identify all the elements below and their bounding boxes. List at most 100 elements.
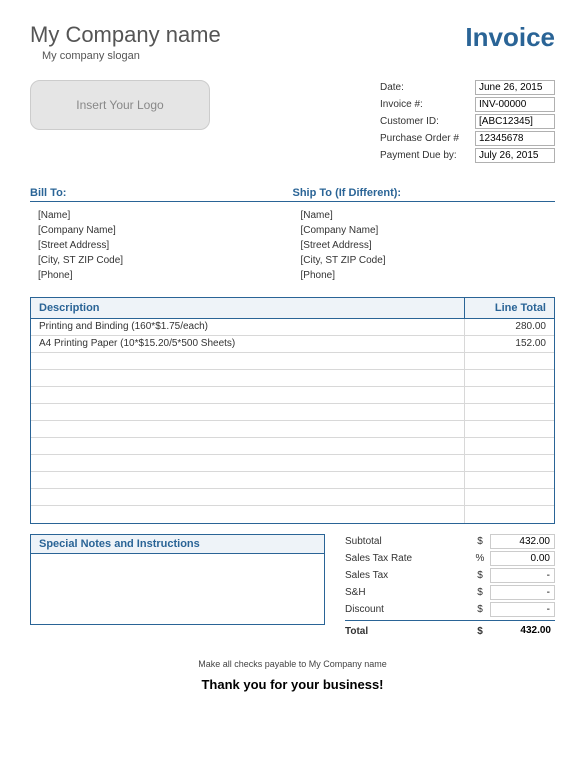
line-item-desc[interactable] bbox=[31, 421, 464, 437]
line-item-desc[interactable]: A4 Printing Paper (10*$15.20/5*500 Sheet… bbox=[31, 336, 464, 352]
line-item-row[interactable] bbox=[31, 387, 554, 404]
line-item-total bbox=[464, 387, 554, 403]
taxrate-value[interactable]: 0.00 bbox=[490, 551, 555, 566]
company-block: My Company name My company slogan bbox=[30, 22, 221, 62]
footer-payable: Make all checks payable to My Company na… bbox=[30, 659, 555, 669]
ship-to-city[interactable]: [City, ST ZIP Code] bbox=[293, 253, 556, 268]
total-symbol: $ bbox=[470, 626, 490, 637]
bill-to-block: Bill To: [Name] [Company Name] [Street A… bbox=[30, 187, 293, 283]
line-item-total bbox=[464, 421, 554, 437]
footer-thanks: Thank you for your business! bbox=[30, 677, 555, 692]
line-item-total bbox=[464, 489, 554, 505]
bill-to-name[interactable]: [Name] bbox=[30, 208, 293, 223]
line-item-total bbox=[464, 438, 554, 454]
line-item-desc[interactable] bbox=[31, 472, 464, 488]
logo-placeholder-text: Insert Your Logo bbox=[76, 98, 163, 112]
line-item-desc[interactable] bbox=[31, 438, 464, 454]
line-item-row[interactable] bbox=[31, 438, 554, 455]
meta-due-value[interactable]: July 26, 2015 bbox=[475, 148, 555, 163]
line-item-total bbox=[464, 353, 554, 369]
line-item-total bbox=[464, 455, 554, 471]
discount-label: Discount bbox=[345, 604, 470, 615]
line-item-desc[interactable] bbox=[31, 353, 464, 369]
sh-value[interactable]: - bbox=[490, 585, 555, 600]
meta-invoice-num-value[interactable]: INV-00000 bbox=[475, 97, 555, 112]
line-item-total: 152.00 bbox=[464, 336, 554, 352]
line-item-row[interactable] bbox=[31, 404, 554, 421]
bill-to-header: Bill To: bbox=[30, 187, 293, 202]
ship-to-header: Ship To (If Different): bbox=[293, 187, 556, 202]
tax-label: Sales Tax bbox=[345, 570, 470, 581]
line-item-row[interactable] bbox=[31, 455, 554, 472]
notes-body[interactable] bbox=[30, 553, 325, 625]
total-label: Total bbox=[345, 626, 470, 637]
company-name: My Company name bbox=[30, 22, 221, 48]
line-item-desc[interactable] bbox=[31, 506, 464, 523]
subtotal-value: 432.00 bbox=[490, 534, 555, 549]
ship-to-block: Ship To (If Different): [Name] [Company … bbox=[293, 187, 556, 283]
bottom-row: Special Notes and Instructions Subtotal … bbox=[30, 534, 555, 641]
logo-meta-row: Insert Your Logo Date: June 26, 2015 Inv… bbox=[30, 80, 555, 165]
line-item-total bbox=[464, 472, 554, 488]
line-item-desc[interactable] bbox=[31, 370, 464, 386]
line-items-body: Printing and Binding (160*$1.75/each)280… bbox=[31, 319, 554, 523]
meta-date-value[interactable]: June 26, 2015 bbox=[475, 80, 555, 95]
line-item-total bbox=[464, 506, 554, 523]
line-item-row[interactable] bbox=[31, 370, 554, 387]
notes-header: Special Notes and Instructions bbox=[30, 534, 325, 553]
meta-due-label: Payment Due by: bbox=[380, 150, 475, 161]
meta-date-label: Date: bbox=[380, 82, 475, 93]
bill-to-company[interactable]: [Company Name] bbox=[30, 223, 293, 238]
col-header-description: Description bbox=[31, 298, 464, 318]
ship-to-company[interactable]: [Company Name] bbox=[293, 223, 556, 238]
tax-symbol: $ bbox=[470, 570, 490, 581]
bill-to-city[interactable]: [City, ST ZIP Code] bbox=[30, 253, 293, 268]
meta-po-label: Purchase Order # bbox=[380, 133, 475, 144]
line-item-total: 280.00 bbox=[464, 319, 554, 335]
bill-to-phone[interactable]: [Phone] bbox=[30, 268, 293, 283]
line-item-total bbox=[464, 370, 554, 386]
meta-invoice-num-label: Invoice #: bbox=[380, 99, 475, 110]
line-item-desc[interactable] bbox=[31, 404, 464, 420]
bill-to-street[interactable]: [Street Address] bbox=[30, 238, 293, 253]
discount-symbol: $ bbox=[470, 604, 490, 615]
subtotal-symbol: $ bbox=[470, 536, 490, 547]
subtotal-label: Subtotal bbox=[345, 536, 470, 547]
invoice-meta: Date: June 26, 2015 Invoice #: INV-00000… bbox=[380, 80, 555, 165]
line-item-desc[interactable] bbox=[31, 489, 464, 505]
tax-value: - bbox=[490, 568, 555, 583]
line-item-total bbox=[464, 404, 554, 420]
total-value: 432.00 bbox=[490, 624, 555, 639]
line-item-row[interactable]: A4 Printing Paper (10*$15.20/5*500 Sheet… bbox=[31, 336, 554, 353]
address-row: Bill To: [Name] [Company Name] [Street A… bbox=[30, 187, 555, 283]
ship-to-street[interactable]: [Street Address] bbox=[293, 238, 556, 253]
meta-customer-id-value[interactable]: [ABC12345] bbox=[475, 114, 555, 129]
line-item-desc[interactable] bbox=[31, 455, 464, 471]
line-items-table: Description Line Total Printing and Bind… bbox=[30, 297, 555, 524]
company-slogan: My company slogan bbox=[42, 50, 221, 62]
line-item-row[interactable] bbox=[31, 506, 554, 523]
line-item-desc[interactable]: Printing and Binding (160*$1.75/each) bbox=[31, 319, 464, 335]
meta-po-value[interactable]: 12345678 bbox=[475, 131, 555, 146]
line-item-desc[interactable] bbox=[31, 387, 464, 403]
line-item-row[interactable] bbox=[31, 489, 554, 506]
logo-placeholder[interactable]: Insert Your Logo bbox=[30, 80, 210, 130]
line-item-row[interactable] bbox=[31, 472, 554, 489]
ship-to-phone[interactable]: [Phone] bbox=[293, 268, 556, 283]
line-item-row[interactable]: Printing and Binding (160*$1.75/each)280… bbox=[31, 319, 554, 336]
header: My Company name My company slogan Invoic… bbox=[30, 22, 555, 62]
taxrate-label: Sales Tax Rate bbox=[345, 553, 470, 564]
taxrate-symbol: % bbox=[470, 553, 490, 564]
totals-block: Subtotal $ 432.00 Sales Tax Rate % 0.00 … bbox=[345, 534, 555, 641]
line-item-row[interactable] bbox=[31, 421, 554, 438]
meta-customer-id-label: Customer ID: bbox=[380, 116, 475, 127]
ship-to-name[interactable]: [Name] bbox=[293, 208, 556, 223]
col-header-line-total: Line Total bbox=[464, 298, 554, 318]
line-item-row[interactable] bbox=[31, 353, 554, 370]
notes-block: Special Notes and Instructions bbox=[30, 534, 325, 641]
discount-value[interactable]: - bbox=[490, 602, 555, 617]
sh-label: S&H bbox=[345, 587, 470, 598]
line-items-header: Description Line Total bbox=[31, 298, 554, 319]
sh-symbol: $ bbox=[470, 587, 490, 598]
invoice-title: Invoice bbox=[465, 22, 555, 53]
